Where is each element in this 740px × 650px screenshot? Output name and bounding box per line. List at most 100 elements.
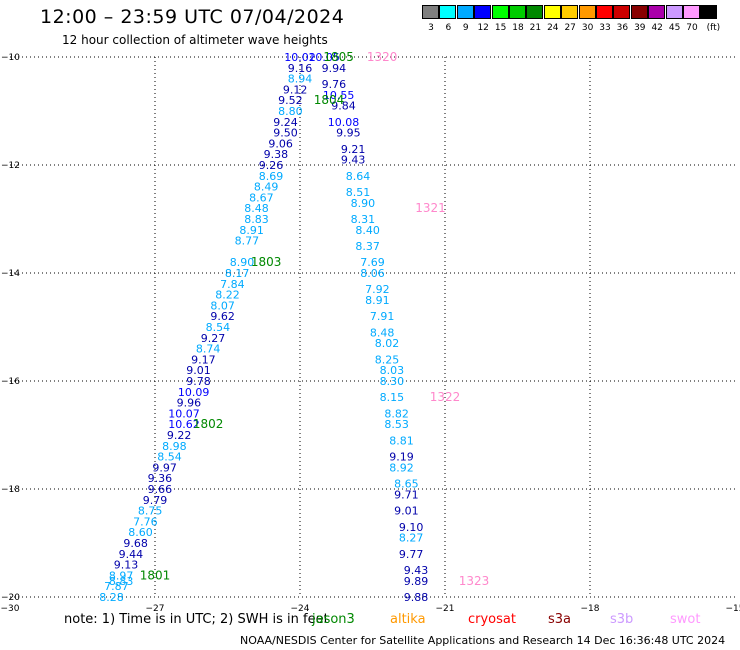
x-tick-label: −24: [291, 604, 310, 614]
wave-height-value: 8.28: [99, 591, 124, 604]
wave-height-value: 8.69: [259, 170, 284, 183]
color-scale-label: 21: [529, 23, 542, 33]
wave-height-value: 9.78: [186, 375, 211, 388]
wave-height-value: 8.90: [230, 256, 255, 269]
wave-height-value: 7.91: [370, 310, 395, 323]
wave-height-value: 9.27: [201, 332, 226, 345]
wave-height-value: 8.64: [346, 170, 371, 183]
wave-height-value: 8.83: [109, 575, 134, 588]
x-tick-label: −18: [581, 604, 600, 614]
color-swatch: [422, 5, 439, 19]
wave-height-value: 9.17: [191, 353, 216, 366]
wave-height-value: 9.62: [210, 310, 235, 323]
color-scale-label: 3: [428, 23, 434, 33]
wave-height-value: 9.36: [148, 472, 173, 485]
wave-height-value: 9.26: [259, 159, 284, 172]
color-swatch: [630, 5, 648, 19]
color-swatch: [439, 5, 457, 19]
wave-height-value: 9.97: [152, 461, 177, 474]
wave-height-value: 8.74: [196, 343, 221, 356]
wave-height-value: 9.24: [273, 116, 298, 129]
color-swatch: [543, 5, 561, 19]
pass-time-label: 1801: [140, 568, 171, 582]
wave-height-value: 9.38: [264, 148, 289, 161]
wave-height-value: 8.49: [254, 181, 279, 194]
wave-height-value: 9.95: [336, 127, 361, 140]
wave-height-value: 9.13: [114, 559, 139, 572]
wave-height-value: 8.48: [244, 202, 269, 215]
wave-height-value: 8.17: [225, 267, 250, 280]
wave-height-value: 10.55: [323, 89, 355, 102]
wave-height-value: 10.05: [308, 51, 340, 64]
wave-height-value: 8.03: [380, 364, 405, 377]
wave-height-value: 9.01: [394, 505, 419, 518]
color-swatch: [596, 5, 613, 19]
wave-height-value: 9.21: [341, 143, 366, 156]
wave-height-value: 9.16: [288, 62, 313, 75]
color-scale-label: 6: [445, 23, 452, 33]
wave-height-value: 9.68: [123, 537, 148, 550]
x-tick-label: −30: [1, 604, 20, 614]
wave-height-value: 9.89: [404, 575, 429, 588]
wave-height-value: 9.22: [167, 429, 192, 442]
chart-title: 12:00 – 23:59 UTC 07/04/2024: [40, 6, 345, 28]
wave-height-value: 8.37: [355, 240, 380, 253]
wave-height-value: 7.92: [365, 283, 390, 296]
wave-height-value: 10.62: [168, 418, 200, 431]
wave-height-value: 9.71: [394, 488, 419, 501]
wave-height-value: 8.97: [109, 569, 134, 582]
color-scale-label: 30: [581, 23, 594, 33]
wave-height-value: 8.27: [399, 532, 424, 545]
color-swatch: [648, 5, 666, 19]
wave-height-value: 8.98: [162, 440, 187, 453]
color-swatch: [526, 5, 544, 19]
wave-height-value: 8.65: [394, 478, 419, 491]
color-scale-label: 42: [651, 23, 663, 33]
wave-height-value: 7.69: [360, 256, 385, 269]
satellite-label-swot: swot: [670, 612, 701, 627]
color-scale-label: 45: [668, 23, 681, 33]
wave-height-value: 8.53: [384, 418, 409, 431]
y-tick-label: −20: [1, 593, 20, 603]
pass-time-label: 1320: [367, 50, 398, 64]
y-tick-label: −12: [1, 161, 20, 171]
color-swatch: [561, 5, 579, 19]
wave-height-value: 8.54: [206, 321, 231, 334]
wave-height-value: 8.60: [128, 526, 153, 539]
wave-height-value: 8.91: [365, 294, 390, 307]
color-scale-label: 36: [616, 23, 629, 33]
satellite-label-jason3: jason3: [312, 612, 355, 627]
pass-time-label: 1323: [459, 574, 490, 588]
wave-height-value: 8.48: [370, 326, 395, 339]
pass-time-label: 1805: [323, 50, 354, 64]
wave-height-value: 8.90: [351, 197, 376, 210]
color-scale-label: 70: [686, 23, 698, 33]
color-swatch: [456, 5, 474, 19]
pass-time-label: 1804: [314, 93, 345, 107]
color-scale-label: (ft): [706, 23, 721, 33]
wave-height-value: 10.02: [284, 51, 316, 64]
wave-height-value: 8.54: [157, 451, 182, 464]
wave-height-value: 9.06: [268, 137, 293, 150]
color-swatch: [578, 5, 596, 19]
satellite-label-s3b: s3b: [610, 612, 634, 627]
wave-height-value: 10.07: [168, 407, 200, 420]
chart-subtitle: 12 hour collection of altimeter wave hei…: [62, 33, 328, 47]
satellite-label-cryosat: cryosat: [468, 612, 516, 627]
wave-height-value: 8.67: [249, 191, 274, 204]
wave-height-value: 8.75: [138, 505, 163, 518]
wave-height-value: 7.84: [220, 278, 245, 291]
wave-height-value: 9.44: [119, 548, 144, 561]
wave-height-value: 9.79: [143, 494, 168, 507]
y-tick-label: −16: [1, 377, 20, 387]
wave-height-value: 7.87: [104, 580, 129, 593]
wave-height-value: 8.92: [389, 461, 414, 474]
color-scale-label: 39: [634, 23, 646, 33]
wave-height-value: 8.94: [288, 73, 313, 86]
wave-height-value: 8.25: [375, 353, 400, 366]
wave-height-value: 9.94: [322, 62, 347, 75]
wave-height-value: 8.06: [360, 267, 385, 280]
color-scale-label: 33: [599, 23, 611, 33]
wave-height-value: 8.22: [215, 289, 240, 302]
